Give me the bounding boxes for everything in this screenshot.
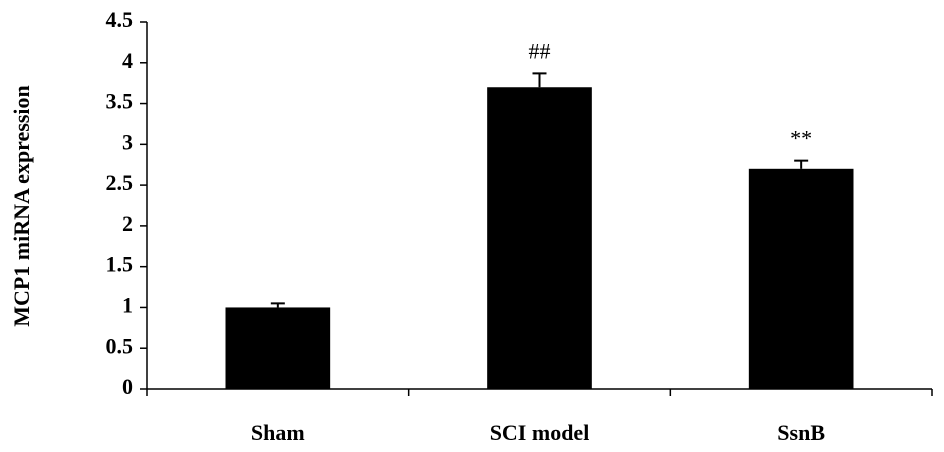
y-tick-label: 1 bbox=[122, 292, 133, 317]
annotation: ## bbox=[529, 38, 551, 63]
y-tick-label: 4 bbox=[122, 48, 133, 73]
y-axis-label: MCP1 miRNA expression bbox=[9, 85, 34, 327]
y-tick-label: 0.5 bbox=[106, 333, 134, 358]
y-tick-label: 3 bbox=[122, 129, 133, 154]
y-tick-label: 2.5 bbox=[106, 170, 134, 195]
x-tick-label: SCI model bbox=[490, 420, 590, 445]
x-tick-label: Sham bbox=[251, 420, 305, 445]
bar bbox=[225, 307, 331, 389]
y-tick-label: 2 bbox=[122, 211, 133, 236]
y-tick-label: 3.5 bbox=[106, 89, 134, 114]
bar bbox=[487, 87, 592, 389]
x-tick-label: SsnB bbox=[777, 420, 825, 445]
y-tick-label: 0 bbox=[122, 374, 133, 399]
bar bbox=[748, 168, 854, 389]
annotation: ** bbox=[790, 126, 812, 151]
y-tick-label: 4.5 bbox=[106, 7, 134, 32]
y-tick-label: 1.5 bbox=[106, 252, 134, 277]
